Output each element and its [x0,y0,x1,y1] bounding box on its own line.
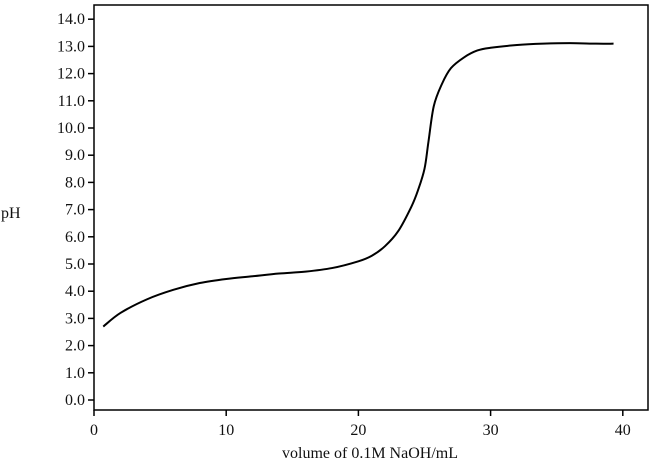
x-tick-label: 40 [615,422,631,439]
y-tick-label: 12.0 [57,66,85,83]
y-tick-label: 3.0 [65,310,85,327]
y-axis-ticks: 0.0 1.0 2.0 3.0 4.0 5.0 6.0 7.0 8.0 9.0 10.0 11.0 12… [57,11,94,409]
y-tick-label: 5.0 [65,256,85,273]
y-tick-label: 11.0 [58,93,85,110]
titration-curve-line [102,42,614,328]
y-tick-label: 13.0 [57,38,85,55]
y-axis-label: pH [1,205,21,222]
y-tick-label: 8.0 [65,174,85,191]
y-tick-label: 7.0 [65,202,85,219]
y-tick-label: 4.0 [65,283,85,300]
y-tick-label: 10.0 [57,120,85,137]
y-tick-label: 1.0 [65,365,85,382]
x-tick-label: 0 [90,422,98,439]
x-tick-label: 20 [350,422,366,439]
y-tick-label: 2.0 [65,338,85,355]
y-tick-label: 9.0 [65,147,85,164]
x-tick-label: 10 [218,422,234,439]
plot-frame [93,4,649,411]
x-axis-ticks: 0 10 20 30 40 [90,410,631,439]
x-axis-label: volume of 0.1M NaOH/mL [282,445,458,461]
y-tick-label: 6.0 [65,229,85,246]
y-tick-label: 14.0 [57,11,85,28]
y-tick-label: 0.0 [65,392,85,409]
x-tick-label: 30 [483,422,499,439]
